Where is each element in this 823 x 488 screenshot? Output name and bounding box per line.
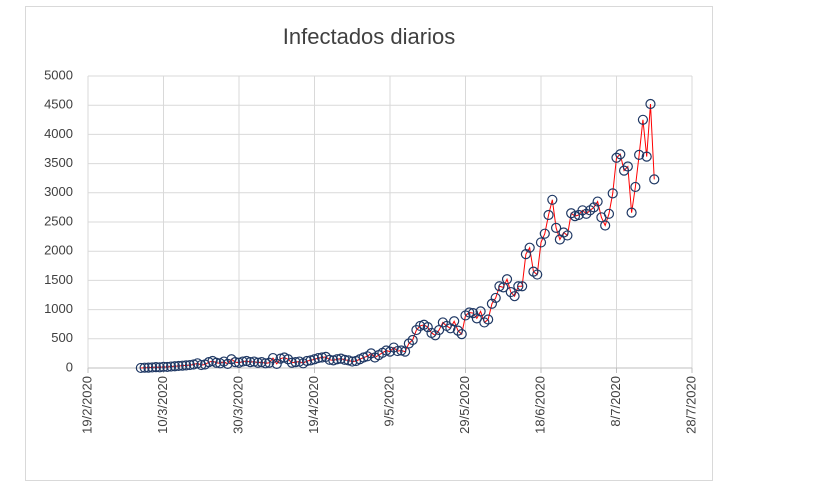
data-point: [452, 325, 464, 336]
data-point: [509, 291, 520, 302]
data-point: [524, 242, 535, 253]
data-point: [577, 205, 588, 216]
data-point: [550, 222, 562, 233]
data-point: [592, 196, 603, 207]
data-point: [467, 308, 479, 319]
data-point: [622, 161, 633, 172]
data-point: [547, 194, 558, 205]
data-point: [626, 207, 637, 218]
data-point: [139, 362, 150, 373]
data-point: [483, 314, 494, 325]
data-point: [637, 114, 649, 125]
data-point: [407, 334, 418, 346]
chart-frame: [25, 6, 713, 481]
data-point: [135, 362, 146, 374]
data-point: [641, 151, 652, 162]
data-point: [437, 317, 448, 328]
data-point: [339, 354, 350, 365]
data-point: [162, 361, 173, 373]
data-point: [313, 352, 324, 364]
data-point: [464, 307, 475, 318]
data-point: [475, 306, 486, 317]
y-tick-label: 0: [66, 359, 73, 374]
y-tick-label: 1500: [44, 272, 73, 287]
data-point: [645, 98, 656, 110]
data-point: [158, 361, 169, 372]
series-line: [140, 103, 655, 369]
x-tick-label: 18/6/2020: [532, 376, 547, 434]
data-point: [400, 346, 411, 357]
data-point: [403, 338, 414, 349]
data-point: [290, 357, 301, 368]
y-tick-label: 4500: [44, 97, 73, 112]
data-point: [600, 220, 611, 231]
data-point: [173, 360, 184, 372]
data-point: [449, 316, 460, 327]
data-point: [165, 361, 177, 372]
data-point: [498, 282, 509, 293]
y-tick-label: 5000: [44, 67, 73, 82]
data-point: [147, 362, 158, 373]
y-tick-label: 4000: [44, 126, 73, 141]
data-point: [456, 329, 467, 340]
data-point: [211, 357, 222, 368]
y-tick-label: 3000: [44, 184, 73, 199]
data-point: [252, 357, 263, 368]
data-point: [562, 230, 573, 241]
data-point: [630, 181, 641, 193]
data-point: [230, 357, 241, 368]
data-point: [301, 355, 313, 367]
data-point: [603, 208, 615, 219]
data-point: [237, 356, 248, 367]
y-tick-label: 1000: [44, 301, 73, 316]
x-tick-label: 28/7/2020: [683, 376, 698, 434]
data-point: [539, 228, 550, 239]
data-point: [501, 274, 513, 285]
x-tick-label: 8/7/2020: [608, 376, 623, 427]
x-tick-label: 30/3/2020: [230, 376, 245, 434]
x-tick-label: 29/5/2020: [457, 376, 472, 434]
data-point: [181, 360, 192, 371]
data-point: [532, 269, 543, 280]
data-point: [490, 292, 501, 304]
y-tick-label: 2500: [44, 213, 73, 228]
data-point: [260, 358, 271, 369]
y-tick-label: 500: [51, 330, 73, 345]
x-tick-label: 10/3/2020: [155, 376, 170, 434]
chart-title: Infectados diarios: [283, 24, 455, 49]
data-point: [430, 330, 441, 341]
data-point: [169, 361, 180, 372]
data-point: [513, 281, 524, 292]
x-tick-label: 19/4/2020: [306, 376, 321, 434]
y-tick-label: 3500: [44, 155, 73, 170]
data-point: [611, 152, 622, 163]
data-point: [634, 149, 645, 160]
data-point: [150, 362, 162, 373]
data-point: [615, 149, 626, 160]
data-point: [286, 357, 297, 368]
data-point: [271, 358, 282, 370]
data-point: [184, 359, 196, 371]
data-point: [154, 362, 165, 373]
data-point: [535, 237, 547, 248]
x-tick-label: 19/2/2020: [79, 376, 94, 434]
data-point: [607, 188, 618, 199]
data-point: [517, 281, 528, 292]
data-point: [543, 209, 554, 221]
data-point: [392, 345, 403, 357]
data-point: [316, 352, 328, 363]
data-point: [649, 174, 660, 185]
data-point: [347, 356, 358, 367]
data-point: [581, 208, 592, 219]
data-point: [245, 357, 256, 368]
y-tick-label: 2000: [44, 243, 73, 258]
data-point: [177, 360, 188, 371]
x-tick-label: 9/5/2020: [381, 376, 396, 427]
data-point: [143, 362, 154, 373]
data-point: [324, 354, 335, 365]
data-point: [332, 354, 343, 365]
